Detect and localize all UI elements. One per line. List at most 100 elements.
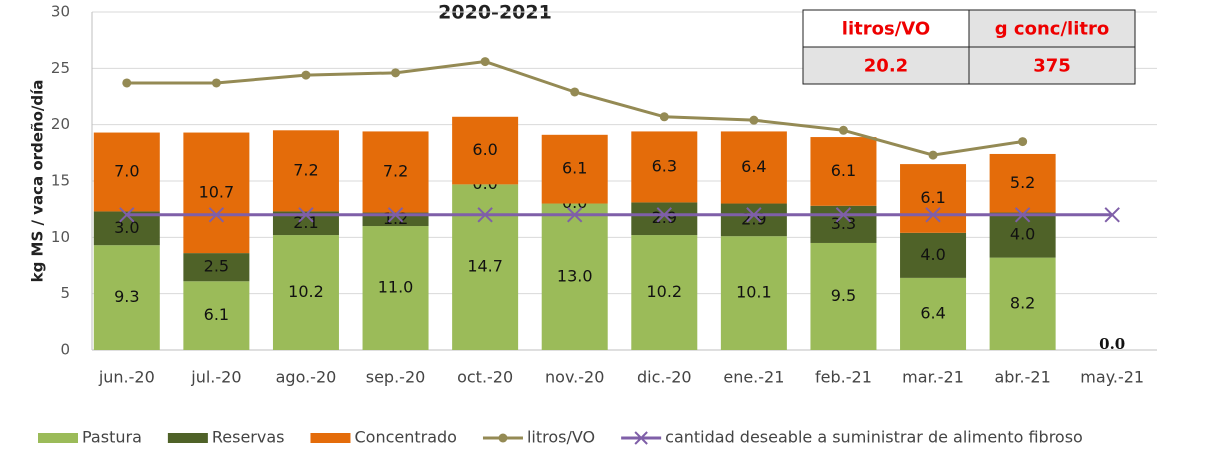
marker bbox=[122, 78, 132, 88]
data-label: 5.2 bbox=[1010, 173, 1035, 192]
bar-segment bbox=[183, 253, 250, 282]
data-label: 7.2 bbox=[383, 161, 408, 180]
marker bbox=[746, 207, 762, 223]
data-label: 6.1 bbox=[920, 188, 945, 207]
bar-segment bbox=[720, 203, 787, 237]
y-tick-label: 10 bbox=[51, 228, 70, 246]
y-tick-label: 30 bbox=[51, 3, 70, 21]
marker bbox=[480, 57, 490, 67]
marker bbox=[298, 207, 314, 223]
bar-segment bbox=[631, 235, 698, 350]
y-axis-label: kg MS / vaca ordeño/día bbox=[29, 80, 47, 283]
marker bbox=[925, 207, 941, 223]
data-label: 11.0 bbox=[378, 278, 414, 297]
marker bbox=[1104, 207, 1120, 223]
bar-segment bbox=[810, 205, 877, 243]
table-cell bbox=[968, 46, 1136, 85]
bar-segment bbox=[900, 164, 967, 233]
bar-segment bbox=[183, 281, 250, 350]
x-tick-label: jun.-20 bbox=[98, 368, 155, 387]
data-label: 0.0 bbox=[1099, 335, 1125, 353]
legend-swatch bbox=[310, 433, 351, 443]
data-label: 6.4 bbox=[741, 157, 766, 176]
data-label: 7.2 bbox=[293, 160, 318, 179]
bar-segment bbox=[810, 242, 877, 350]
y-tick-label: 25 bbox=[51, 59, 70, 77]
marker bbox=[208, 207, 225, 223]
data-label: 6.1 bbox=[562, 159, 587, 178]
legend-marker bbox=[634, 431, 648, 445]
data-label: 7.0 bbox=[114, 161, 139, 180]
data-label: 9.5 bbox=[831, 286, 856, 305]
data-label: 14.7 bbox=[467, 257, 503, 276]
bar-segment bbox=[541, 134, 608, 204]
data-label: 2.5 bbox=[204, 257, 229, 276]
table-value: 375 bbox=[1033, 56, 1071, 77]
data-label: 8.2 bbox=[1010, 293, 1035, 312]
bar-segment bbox=[720, 131, 787, 204]
legend-label: Reservas bbox=[212, 428, 285, 447]
marker bbox=[749, 115, 759, 125]
x-tick-label: feb.-21 bbox=[815, 368, 872, 387]
x-tick-label: ene.-21 bbox=[723, 368, 784, 387]
bar-segment bbox=[93, 245, 160, 350]
data-label: 6.1 bbox=[831, 161, 856, 180]
data-label: 3.0 bbox=[114, 218, 139, 237]
x-tick-label: may.-21 bbox=[1080, 368, 1144, 387]
marker bbox=[567, 207, 583, 223]
data-label: 6.3 bbox=[652, 156, 677, 175]
bar-segment bbox=[900, 232, 967, 278]
legend-label: Pastura bbox=[82, 428, 142, 447]
x-tick-label: oct.-20 bbox=[457, 368, 513, 387]
marker bbox=[1018, 137, 1028, 147]
data-label: 4.0 bbox=[1010, 225, 1035, 244]
bar-segment bbox=[810, 137, 877, 206]
x-tick-label: nov.-20 bbox=[545, 368, 604, 387]
y-tick-label: 0 bbox=[60, 341, 70, 359]
marker bbox=[835, 207, 852, 223]
legend-swatch bbox=[167, 433, 208, 443]
marker bbox=[211, 78, 221, 88]
y-tick-label: 5 bbox=[60, 284, 70, 302]
marker bbox=[391, 68, 401, 78]
y-tick-label: 15 bbox=[51, 172, 70, 190]
marker bbox=[656, 207, 672, 223]
marker bbox=[570, 87, 580, 97]
bar-segment bbox=[541, 203, 608, 350]
x-tick-label: dic.-20 bbox=[637, 368, 692, 387]
x-tick-label: sep.-20 bbox=[366, 368, 426, 387]
table-header: litros/VO bbox=[842, 19, 930, 40]
bar-segment bbox=[989, 153, 1056, 213]
bar-segment bbox=[720, 236, 787, 350]
x-tick-label: abr.-21 bbox=[994, 368, 1050, 387]
bar-segment bbox=[900, 277, 967, 350]
bar-segment bbox=[362, 131, 429, 213]
data-label: 10.7 bbox=[199, 182, 235, 201]
bar-segment bbox=[989, 257, 1056, 350]
legend-label: Concentrado bbox=[354, 428, 456, 447]
x-tick-label: ago.-20 bbox=[276, 368, 337, 387]
bar-segment bbox=[272, 235, 339, 350]
bar-segment bbox=[362, 226, 429, 350]
bar-segment bbox=[452, 116, 519, 185]
bar-segment bbox=[989, 212, 1056, 258]
bar-segment bbox=[93, 211, 160, 246]
data-label: 10.2 bbox=[646, 282, 682, 301]
legend-marker bbox=[498, 433, 508, 443]
marker bbox=[387, 207, 404, 223]
data-label: 2.9 bbox=[652, 208, 677, 227]
y-tick-label: 20 bbox=[51, 115, 70, 133]
data-label: 13.0 bbox=[557, 266, 593, 285]
bar-segment bbox=[93, 132, 160, 212]
marker bbox=[838, 125, 848, 135]
x-tick-label: mar.-21 bbox=[902, 368, 964, 387]
data-label: 10.2 bbox=[288, 282, 324, 301]
marker bbox=[301, 70, 311, 80]
bar-segment bbox=[272, 211, 339, 236]
marker bbox=[928, 150, 938, 160]
marker bbox=[1014, 207, 1031, 223]
table-value: 20.2 bbox=[864, 56, 908, 77]
x-tick-label: jul.-20 bbox=[190, 368, 241, 387]
